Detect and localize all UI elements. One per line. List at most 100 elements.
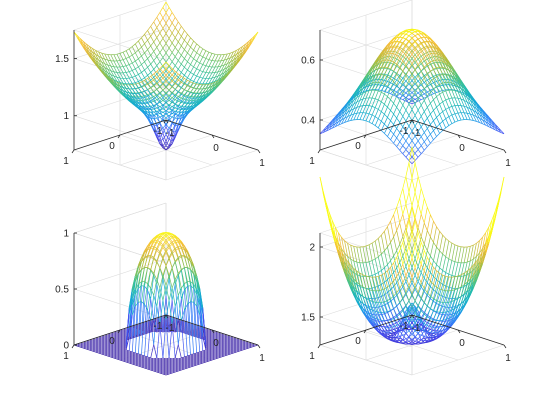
mesh-line <box>178 68 182 73</box>
mesh-line <box>390 130 394 135</box>
mesh-line <box>153 99 157 102</box>
mesh-line <box>159 92 164 96</box>
mesh-line <box>193 40 197 45</box>
mesh-line <box>141 79 145 86</box>
mesh-line <box>445 109 450 117</box>
mesh-line <box>159 68 164 73</box>
mesh-line <box>110 356 114 359</box>
mesh-line <box>365 112 370 115</box>
mesh-line <box>165 258 170 267</box>
mesh-line <box>384 96 388 105</box>
mesh-line <box>414 35 419 40</box>
mesh-line <box>457 119 462 122</box>
mesh-line <box>399 37 404 43</box>
mesh-line <box>168 140 173 148</box>
mesh-line <box>184 43 188 50</box>
mesh-line <box>129 92 133 94</box>
mesh-line <box>353 113 358 121</box>
mesh-line <box>153 21 158 28</box>
mesh-line <box>172 360 176 363</box>
mesh-line <box>393 128 397 135</box>
mesh-line <box>171 37 176 44</box>
mesh-line <box>135 82 139 88</box>
mesh-line <box>147 94 151 99</box>
mesh-line <box>350 113 355 121</box>
mesh-line <box>165 92 170 96</box>
mesh-line <box>344 121 348 123</box>
x-tick-mark <box>211 134 215 139</box>
mesh-line <box>156 68 161 72</box>
mesh-line <box>138 46 142 51</box>
mesh-line <box>156 70 161 75</box>
mesh-line <box>414 153 419 158</box>
mesh-line <box>162 57 167 63</box>
mesh-line <box>423 132 428 139</box>
mesh-line <box>368 106 373 114</box>
mesh-line <box>95 50 99 57</box>
mesh-line <box>442 90 446 93</box>
mesh-line <box>178 97 182 102</box>
mesh-line <box>165 17 170 24</box>
mesh-line <box>223 58 228 66</box>
mesh-line <box>190 87 194 93</box>
mesh-line <box>184 109 188 113</box>
mesh-line <box>165 7 170 13</box>
mesh-line <box>150 369 154 372</box>
mesh-line <box>457 105 462 113</box>
mesh-line <box>119 82 124 88</box>
mesh-line <box>168 97 173 102</box>
mesh-line <box>193 93 197 99</box>
mesh-line <box>208 60 213 67</box>
mesh-line <box>193 43 197 51</box>
mesh-line <box>147 36 151 41</box>
mesh-line <box>168 74 173 79</box>
mesh-line <box>119 343 124 346</box>
mesh-line <box>202 58 207 65</box>
mesh-line <box>92 350 96 353</box>
mesh-line <box>442 111 447 119</box>
mesh-line <box>165 61 170 66</box>
mesh-line <box>187 72 191 78</box>
mesh-line <box>171 123 176 132</box>
mesh-line <box>156 123 161 132</box>
mesh-line <box>211 66 216 74</box>
mesh-line <box>162 38 167 44</box>
mesh-line <box>162 84 167 88</box>
mesh-line <box>344 108 348 115</box>
mesh-line <box>448 90 453 99</box>
mesh-line <box>132 336 136 339</box>
mesh-line <box>165 81 170 85</box>
mesh-line <box>390 103 394 111</box>
mesh-line <box>187 96 191 99</box>
mesh-line <box>144 267 148 282</box>
mesh-line <box>190 86 194 89</box>
mesh-line <box>147 83 151 89</box>
mesh-line <box>184 78 188 81</box>
mesh-line <box>104 53 109 61</box>
mesh-line <box>420 132 425 137</box>
mesh-line <box>165 113 170 116</box>
mesh-line <box>144 43 148 50</box>
mesh-line <box>171 27 176 34</box>
mesh-line <box>408 109 413 116</box>
mesh-line <box>138 96 142 101</box>
mesh-line <box>177 51 182 56</box>
mesh-line <box>138 49 142 57</box>
mesh-line <box>150 68 154 73</box>
mesh-line <box>107 72 112 78</box>
mesh-line <box>162 78 167 82</box>
mesh-line <box>107 355 111 358</box>
mesh-line <box>423 107 428 112</box>
mesh-line <box>116 54 121 61</box>
axes-box <box>73 202 259 376</box>
mesh-line <box>374 99 379 108</box>
mesh-line <box>174 65 179 70</box>
mesh-line <box>150 87 154 92</box>
mesh-line <box>405 140 410 146</box>
mesh-line <box>165 95 170 99</box>
mesh-line <box>171 86 176 90</box>
mesh-line <box>184 111 188 115</box>
mesh-line <box>156 130 160 133</box>
mesh-line <box>95 64 99 69</box>
mesh-line <box>162 139 167 147</box>
